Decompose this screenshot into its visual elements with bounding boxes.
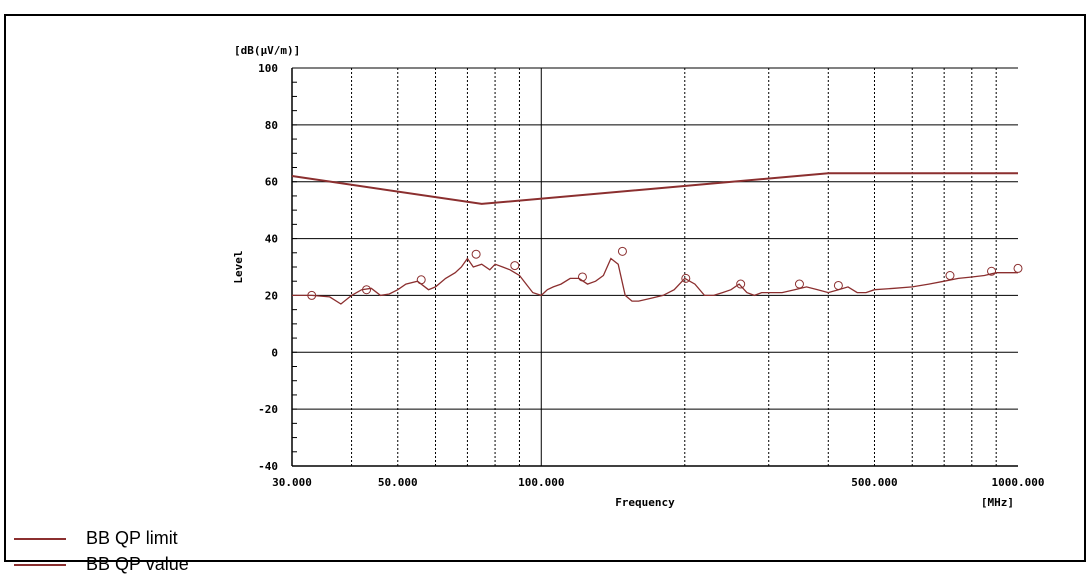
peak-marker <box>416 275 426 285</box>
y-tick-label: 20 <box>265 289 278 302</box>
x-tick-label: 100.000 <box>518 476 564 489</box>
x-tick-label: 50.000 <box>378 476 418 489</box>
y-tick-label: -40 <box>258 460 278 473</box>
x-tick-label: 30.000 <box>272 476 312 489</box>
legend-label-value: BB QP value <box>86 554 189 574</box>
series-line-value <box>292 257 1018 305</box>
x-tick-label: 1000.000 <box>992 476 1045 489</box>
peak-marker <box>577 272 587 282</box>
peak-marker <box>987 266 997 276</box>
y-tick-label: 100 <box>258 62 278 75</box>
peak-marker <box>794 279 804 289</box>
x-unit-label: [MHz] <box>981 496 1014 509</box>
chart-frame: 100 80 60 40 20 0 -20 -40 30.000 50.000 100.000 500… <box>4 14 1086 574</box>
peak-marker <box>307 290 317 300</box>
y-tick-label: -20 <box>258 403 278 416</box>
y-tick-label: 0 <box>271 346 278 359</box>
y-tick-label: 40 <box>265 233 278 246</box>
peak-marker <box>510 261 520 271</box>
series-line-limit <box>291 172 1018 205</box>
peak-marker <box>681 273 691 283</box>
peak-marker <box>1013 263 1023 273</box>
peak-marker <box>833 280 843 290</box>
y-tick-label: 60 <box>265 176 278 189</box>
emission-chart: 100 80 60 40 20 0 -20 -40 30.000 50.000 100.000 500… <box>232 44 1045 509</box>
peak-marker <box>362 285 372 295</box>
peak-marker <box>945 271 955 281</box>
peak-marker <box>471 249 481 259</box>
y-axis-label: Level <box>232 250 245 283</box>
x-axis-label: Frequency <box>615 496 675 509</box>
legend-swatch-limit <box>14 538 66 540</box>
legend-swatch-value <box>14 564 66 566</box>
y-tick-label: 80 <box>265 119 278 132</box>
legend-label-limit: BB QP limit <box>86 528 178 548</box>
peak-marker <box>617 246 627 256</box>
peak-marker <box>736 279 746 289</box>
y-unit-label: [dB(µV/m)] <box>234 44 300 57</box>
x-tick-label: 500.000 <box>851 476 897 489</box>
